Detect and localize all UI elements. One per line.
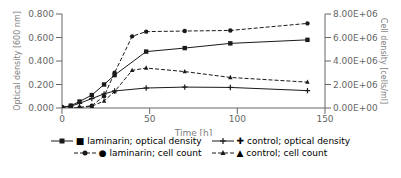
svg-text:0.200: 0.200 [28, 80, 54, 90]
html-text:● laminarin; cell count: ● laminarin; cell count [98, 148, 202, 158]
svg-text:4.00E+06: 4.00E+06 [333, 56, 378, 66]
svg-text:8.00E+06: 8.00E+06 [333, 9, 378, 19]
html-text:✚ control; optical density: ✚ control; optical density [236, 136, 351, 146]
svg-text:Optical density [600 nm]: Optical density [600 nm] [13, 11, 22, 111]
svg-text:100: 100 [229, 114, 246, 124]
svg-text:6.00E+06: 6.00E+06 [333, 33, 378, 43]
svg-text:0.800: 0.800 [28, 9, 54, 19]
svg-text:0.600: 0.600 [28, 33, 54, 43]
svg-text:0: 0 [59, 114, 65, 124]
svg-text:Cell density [cells/ml]: Cell density [cells/ml] [379, 18, 388, 104]
svg-text:150: 150 [316, 114, 333, 124]
svg-text:50: 50 [144, 114, 156, 124]
svg-text:0.00E+00: 0.00E+00 [333, 103, 378, 113]
html-text:▲ control; cell count: ▲ control; cell count [236, 148, 328, 158]
svg-text:0.400: 0.400 [28, 56, 54, 66]
svg-text:0.000: 0.000 [28, 103, 54, 113]
html-text:■ laminarin; optical density: ■ laminarin; optical density [75, 136, 202, 146]
svg-text:2.00E+06: 2.00E+06 [333, 80, 378, 90]
svg-text:Time [h]: Time [h] [174, 128, 213, 136]
